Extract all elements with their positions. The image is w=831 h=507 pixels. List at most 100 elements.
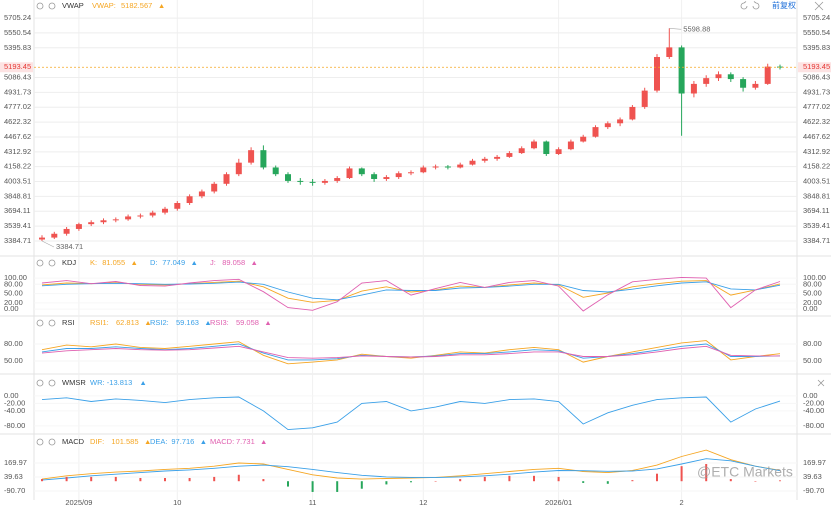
histogram-bar [483, 476, 486, 482]
histogram-bar [65, 476, 68, 482]
candle-body [383, 177, 390, 179]
y-tick-label-right: 4777.02 [803, 102, 830, 111]
legend-arrow [205, 321, 211, 325]
candle-body [395, 173, 402, 178]
candle-body [420, 167, 427, 173]
candle-body [727, 74, 734, 80]
y-tick-label-left: 169.97 [4, 458, 27, 467]
legend-arrow [132, 261, 137, 265]
y-tick-label-left: 5550.54 [4, 28, 31, 37]
y-tick-label-left: -90.70 [4, 486, 25, 495]
y-tick-label-right: 39.63 [803, 472, 822, 481]
candle-body [481, 158, 488, 161]
candle-body [432, 166, 439, 168]
y-tick-label-right: 3848.81 [803, 191, 830, 200]
candle-body [137, 215, 144, 217]
histogram-bar [533, 475, 535, 482]
legend-name: K: [90, 258, 97, 267]
histogram-bar [164, 477, 166, 482]
histogram-bar [729, 479, 732, 482]
y-tick-label-left: 3384.71 [4, 236, 31, 245]
histogram-bar [705, 464, 708, 482]
y-tick-label-left: 5395.83 [4, 43, 31, 52]
histogram-bar [434, 480, 437, 482]
y-tick-label-left: 4622.32 [4, 117, 31, 126]
last-price-label-left: 5193.45 [4, 62, 31, 71]
candle-body [592, 127, 599, 137]
legend-name: WR: [90, 378, 105, 387]
candle-body [666, 47, 673, 57]
y-tick-label-right: 5550.54 [803, 28, 830, 37]
y-tick-label-left: 4467.62 [4, 132, 31, 141]
x-tick-label: 10 [173, 498, 181, 507]
adjust-button[interactable]: 前复权 [772, 0, 796, 10]
candle-body [690, 83, 697, 94]
candle-body [39, 237, 45, 240]
y-tick-label-right: 20.00 [803, 298, 822, 307]
x-tick-label: 11 [309, 498, 317, 507]
histogram-bar [336, 481, 339, 492]
legend-arrow [192, 261, 197, 265]
pane-icons[interactable] [36, 1, 825, 446]
histogram-bar [385, 481, 388, 485]
y-tick-label-right: 50.00 [803, 289, 822, 298]
legend-value: 81.055 [102, 258, 125, 267]
candle-body [358, 168, 365, 175]
legend-name: DIF: [90, 437, 104, 446]
candle-body [506, 153, 513, 157]
candle-body [297, 180, 304, 182]
histogram-bar [680, 466, 683, 482]
legend-name: VWAP: [92, 1, 116, 10]
candle-body [740, 79, 747, 88]
candle-body [51, 233, 58, 238]
candle-body [703, 78, 710, 84]
candle-body [223, 174, 230, 184]
candle-body [88, 222, 95, 225]
candle-body [309, 181, 316, 183]
histogram-bar [311, 481, 314, 492]
histogram-bar [360, 481, 363, 489]
legend-arrow [201, 440, 206, 444]
candle-body [494, 156, 501, 159]
y-tick-label-left: -80.00 [4, 421, 25, 430]
candle-body [764, 66, 771, 84]
legend-value: 7.731 [236, 437, 255, 446]
last-price-box-right [798, 62, 831, 73]
histogram-bar [779, 480, 781, 482]
y-tick-label-left: 20.00 [4, 298, 23, 307]
candle-body [321, 180, 328, 183]
candle-body [198, 191, 205, 197]
indicator-line [41, 396, 781, 431]
y-tick-label-left: 50.00 [4, 289, 23, 298]
legend-value: -13.813 [107, 378, 132, 387]
legend-name: J: [210, 258, 216, 267]
y-tick-label-right: -80.00 [803, 421, 824, 430]
y-tick-label-left: 50.00 [4, 356, 23, 365]
candle-body [715, 74, 722, 79]
pane-title: WMSR [62, 378, 86, 387]
candle-body [248, 150, 255, 163]
candle-body [444, 166, 451, 168]
candle-body [334, 178, 341, 181]
y-tick-label-right: 80.00 [803, 279, 822, 288]
pane-title: KDJ [62, 258, 76, 267]
y-tick-label-right: 4467.62 [803, 132, 830, 141]
candle-body [125, 216, 132, 220]
histogram-bar [459, 479, 462, 482]
candle-body [518, 148, 525, 154]
x-tick-label: 2026/01 [545, 498, 572, 507]
histogram-bar [557, 476, 560, 482]
y-tick-label-right: 5395.83 [803, 43, 830, 52]
candle-body [186, 196, 193, 204]
candle-body [629, 106, 636, 120]
y-tick-label-right: -20.00 [803, 398, 824, 407]
y-tick-label-left: 3848.81 [4, 191, 31, 200]
y-tick-label-right: 3694.11 [803, 206, 830, 215]
candle-body [543, 141, 550, 155]
candle-body [75, 224, 82, 229]
histogram-bar [237, 474, 240, 482]
y-tick-label-right: 0.00 [803, 304, 818, 313]
histogram-bar [262, 479, 265, 482]
y-tick-label-left: 4158.22 [4, 162, 31, 171]
